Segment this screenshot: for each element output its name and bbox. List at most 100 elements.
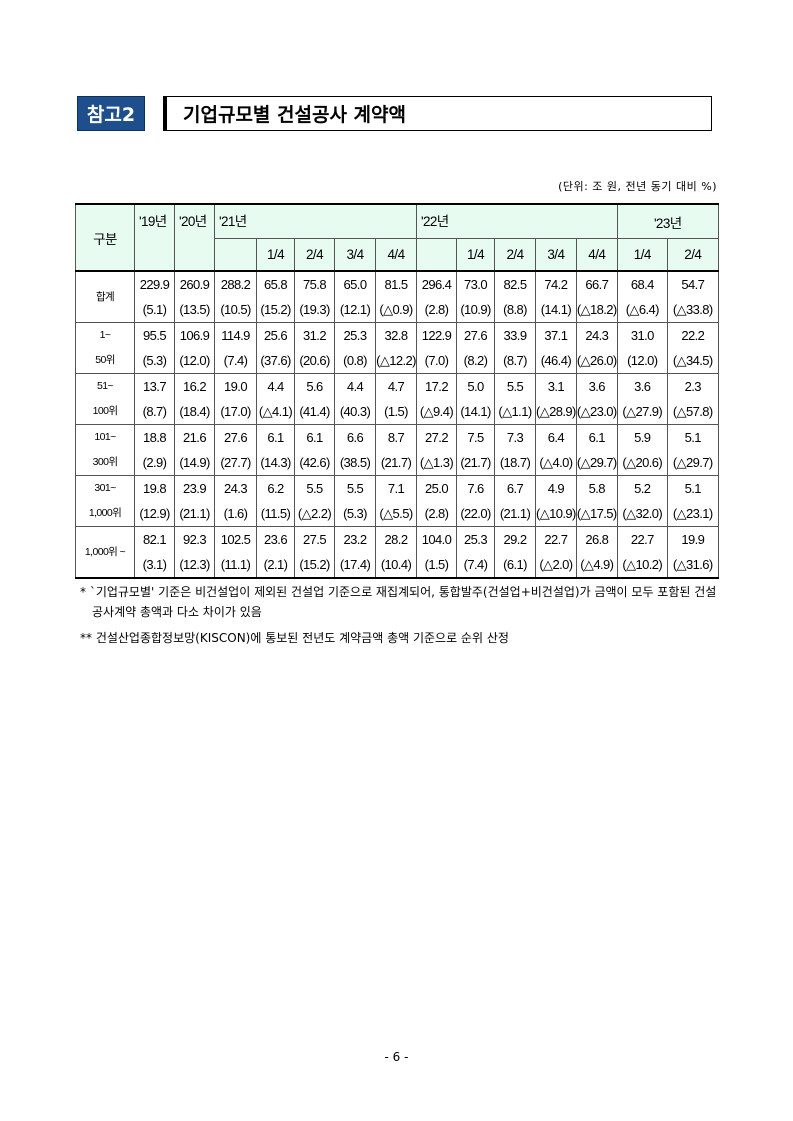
value-cell: 65.0 bbox=[334, 270, 376, 297]
change-cell: (19.3) bbox=[294, 297, 335, 323]
header-2023-q1: 1/4 bbox=[616, 238, 668, 272]
value-cell: 28.2 bbox=[375, 526, 417, 552]
value-cell: 3.6 bbox=[575, 373, 618, 399]
table-row-values: 1~ 50위 95.5 106.9 114.9 25.6 31.2 25.3 32.8 122.9… bbox=[75, 322, 719, 374]
value-cell: 6.1 bbox=[575, 424, 618, 450]
change-cell: (△31.6) bbox=[666, 552, 719, 579]
change-cell: (18.7) bbox=[494, 450, 536, 476]
value-cell: 4.4 bbox=[334, 373, 376, 399]
change-cell: (△10.9) bbox=[535, 501, 577, 527]
footnote-1: * `기업규모별' 기준은 비건설업이 제외된 건설업 기준으로 재집계되어, … bbox=[80, 585, 717, 619]
value-cell: 32.8 bbox=[375, 322, 417, 348]
header-2022: '22년 bbox=[416, 203, 618, 239]
value-cell: 122.9 bbox=[416, 322, 457, 348]
value-cell: 19.0 bbox=[214, 373, 257, 399]
change-cell: (17.4) bbox=[334, 552, 376, 579]
value-cell: 25.0 bbox=[416, 475, 457, 501]
change-cell: (27.7) bbox=[214, 450, 257, 476]
change-cell: (38.5) bbox=[334, 450, 376, 476]
value-cell: 4.4 bbox=[256, 373, 295, 399]
change-cell: (13.5) bbox=[174, 297, 215, 323]
row-label: 1~ 50위 bbox=[75, 322, 135, 374]
row-label: 51~ 100위 bbox=[75, 373, 135, 425]
value-cell: 5.1 bbox=[666, 475, 719, 501]
value-cell: 6.7 bbox=[494, 475, 536, 501]
change-cell: (△9.4) bbox=[416, 399, 457, 425]
value-cell: 27.5 bbox=[294, 526, 335, 552]
footnotes: * `기업규모별' 기준은 비건설업이 제외된 건설업 기준으로 재집계되어, … bbox=[80, 582, 725, 654]
table-row-changes: (3.1) (12.3) (11.1) (2.1) (15.2) (17.4) (10.4)… bbox=[76, 552, 719, 579]
value-cell: 37.1 bbox=[535, 322, 577, 348]
change-cell: (12.9) bbox=[134, 501, 175, 527]
value-cell: 5.9 bbox=[616, 424, 668, 450]
change-cell: (2.8) bbox=[416, 297, 457, 323]
value-cell: 54.7 bbox=[666, 270, 719, 297]
value-cell: 229.9 bbox=[134, 270, 175, 297]
value-cell: 22.7 bbox=[535, 526, 577, 552]
change-cell: (△1.3) bbox=[416, 450, 457, 476]
row-label: 101~ 300위 bbox=[75, 424, 135, 476]
header-2019: '19년 bbox=[134, 203, 175, 272]
value-cell: 75.8 bbox=[294, 270, 335, 297]
page-number: - 6 - bbox=[384, 1050, 409, 1064]
change-cell: (△2.0) bbox=[535, 552, 577, 579]
change-cell: (△27.9) bbox=[616, 399, 668, 425]
header-2022-q3: 3/4 bbox=[535, 238, 577, 272]
change-cell: (12.0) bbox=[174, 348, 215, 374]
change-cell: (21.1) bbox=[174, 501, 215, 527]
change-cell: (46.4) bbox=[535, 348, 577, 374]
row-label: 합계 bbox=[75, 270, 135, 323]
value-cell: 106.9 bbox=[174, 322, 215, 348]
change-cell: (21.7) bbox=[375, 450, 417, 476]
value-cell: 7.3 bbox=[494, 424, 536, 450]
table-row-values: 합계 229.9 260.9 288.2 65.8 75.8 65.0 81.5 296.4 73… bbox=[75, 270, 719, 323]
row-label-line: 100위 bbox=[92, 405, 118, 417]
change-cell: (7.4) bbox=[214, 348, 257, 374]
value-cell: 24.3 bbox=[575, 322, 618, 348]
value-cell: 102.5 bbox=[214, 526, 257, 552]
header-2021-q3: 3/4 bbox=[334, 238, 376, 272]
change-cell: (10.9) bbox=[456, 297, 495, 323]
header-2021-q2: 2/4 bbox=[294, 238, 335, 272]
value-cell: 73.0 bbox=[456, 270, 495, 297]
change-cell: (12.3) bbox=[174, 552, 215, 579]
change-cell: (△10.2) bbox=[616, 552, 668, 579]
change-cell: (△23.1) bbox=[666, 501, 719, 527]
value-cell: 31.0 bbox=[616, 322, 668, 348]
change-cell: (△33.8) bbox=[666, 297, 719, 323]
header-2021-total bbox=[214, 238, 257, 272]
header-category: 구분 bbox=[75, 203, 135, 272]
change-cell: (△2.2) bbox=[294, 501, 335, 527]
change-cell: (5.3) bbox=[334, 501, 376, 527]
value-cell: 81.5 bbox=[375, 270, 417, 297]
contract-table: 구분 '19년 '20년 '21년 '22년 '23년 1/4 2/4 3/4 … bbox=[75, 203, 719, 579]
reference-badge: 참고2 bbox=[77, 96, 145, 131]
value-cell: 5.5 bbox=[294, 475, 335, 501]
value-cell: 29.2 bbox=[494, 526, 536, 552]
table-row-changes: (12.9) (21.1) (1.6) (11.5) (△2.2) (5.3) (△5.5)… bbox=[76, 501, 719, 527]
change-cell: (2.8) bbox=[416, 501, 457, 527]
value-cell: 6.1 bbox=[256, 424, 295, 450]
value-cell: 31.2 bbox=[294, 322, 335, 348]
change-cell: (△0.9) bbox=[375, 297, 417, 323]
value-cell: 27.2 bbox=[416, 424, 457, 450]
change-cell: (8.2) bbox=[456, 348, 495, 374]
value-cell: 22.7 bbox=[616, 526, 668, 552]
value-cell: 82.5 bbox=[494, 270, 536, 297]
change-cell: (14.9) bbox=[174, 450, 215, 476]
change-cell: (△20.6) bbox=[616, 450, 668, 476]
value-cell: 92.3 bbox=[174, 526, 215, 552]
change-cell: (14.1) bbox=[535, 297, 577, 323]
change-cell: (10.4) bbox=[375, 552, 417, 579]
change-cell: (1.5) bbox=[416, 552, 457, 579]
change-cell: (△29.7) bbox=[666, 450, 719, 476]
change-cell: (△18.2) bbox=[575, 297, 618, 323]
change-cell: (7.0) bbox=[416, 348, 457, 374]
value-cell: 19.9 bbox=[666, 526, 719, 552]
row-label-line: 300위 bbox=[92, 456, 118, 468]
value-cell: 6.6 bbox=[334, 424, 376, 450]
change-cell: (15.2) bbox=[256, 297, 295, 323]
value-cell: 26.8 bbox=[575, 526, 618, 552]
value-cell: 18.8 bbox=[134, 424, 175, 450]
table-row-changes: (2.9) (14.9) (27.7) (14.3) (42.6) (38.5) (21.7… bbox=[76, 450, 719, 476]
